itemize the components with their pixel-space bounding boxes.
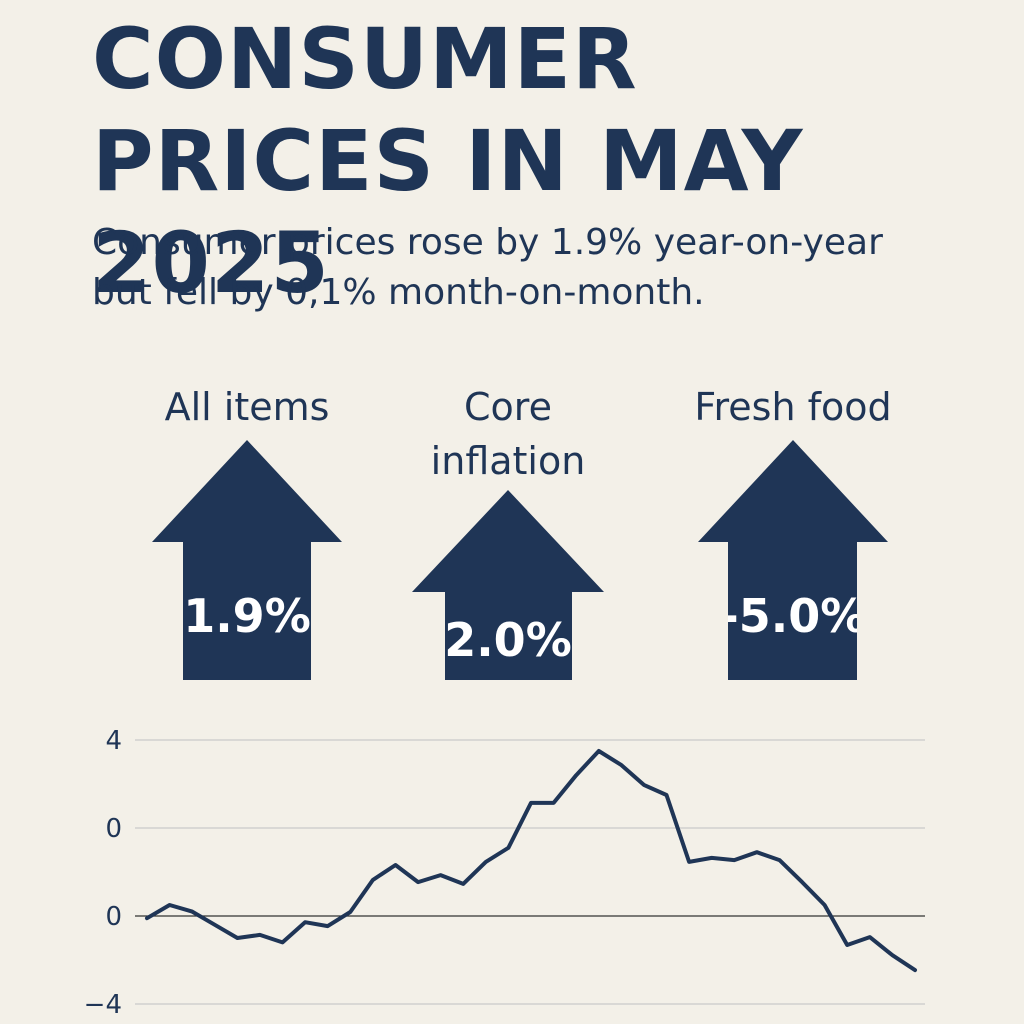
y-tick-label: −4 [84,990,122,1020]
line [145,749,917,973]
value-label: 2.0% [444,613,572,667]
title: CONSUMER PRICES IN MAY 2025 [92,10,804,312]
indicator-label: Core inflation [430,385,586,483]
y-tick-label: 4 [105,726,122,756]
arrow [698,440,888,680]
arrow [412,490,604,680]
value-label: -5.0% [720,589,867,643]
indicator-label: Fresh food [694,385,892,429]
y-tick-label: 0 [105,902,122,932]
arrow [152,440,342,680]
subtitle: Consumer prices rose by 1.9% year-on-yea… [92,222,883,313]
indicator-label: All items [164,385,330,429]
y-tick-label: 0 [105,814,122,844]
value-label: 1.9% [183,589,311,643]
